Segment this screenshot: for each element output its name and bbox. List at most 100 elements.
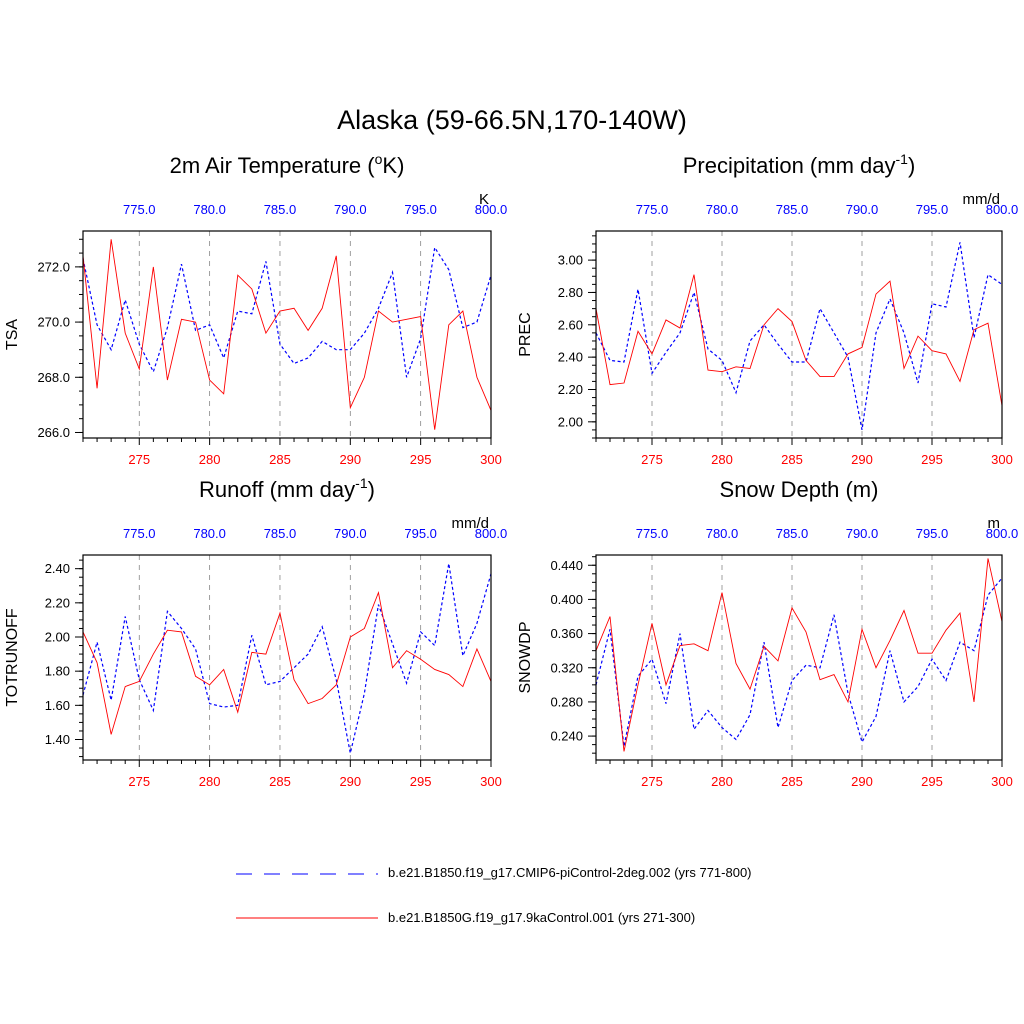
y-tick-label: 2.20 bbox=[558, 382, 583, 397]
x-tick-label-top: 790.0 bbox=[846, 202, 879, 217]
y-tick-label: 3.00 bbox=[558, 253, 583, 268]
panel-title-main: Snow Depth (m) bbox=[720, 477, 879, 502]
x-tick-label-top: 785.0 bbox=[264, 526, 297, 541]
x-tick-label-bottom: 295 bbox=[921, 774, 943, 789]
x-tick-label-bottom: 285 bbox=[781, 452, 803, 467]
y-tick-label: 0.440 bbox=[550, 558, 583, 573]
x-tick-label-bottom: 280 bbox=[711, 452, 733, 467]
x-tick-label-bottom: 300 bbox=[480, 774, 502, 789]
series-line-blue bbox=[82, 563, 492, 754]
x-tick-label-bottom: 290 bbox=[339, 774, 361, 789]
panel-title-prec: Precipitation (mm day-1) bbox=[683, 151, 916, 178]
y-tick-label: 2.60 bbox=[558, 317, 583, 332]
figure-title: Alaska (59-66.5N,170-140W) bbox=[337, 105, 687, 135]
x-tick-label-top: 800.0 bbox=[475, 526, 508, 541]
panel-snowdp: Snow Depth (m) m 0.240 0.280 0.320 0.360 0.400… bbox=[517, 477, 1018, 789]
x-tick-label-bottom: 290 bbox=[339, 452, 361, 467]
x-tick-label-top: 790.0 bbox=[334, 202, 367, 217]
panel-title-tsa: 2m Air Temperature (oK) bbox=[170, 151, 405, 178]
panel-title-sup: -1 bbox=[895, 151, 908, 167]
legend-label-blue: b.e21.B1850.f19_g17.CMIP6-piControl-2deg… bbox=[388, 865, 752, 880]
units-label-snowdp: m bbox=[988, 515, 1001, 532]
x-tick-label-top: 800.0 bbox=[986, 526, 1019, 541]
x-tick-label-top: 795.0 bbox=[404, 526, 437, 541]
x-tick-label-bottom: 300 bbox=[991, 774, 1013, 789]
y-tick-label: 2.40 bbox=[558, 350, 583, 365]
plot-frame bbox=[82, 554, 492, 761]
x-tick-label-top: 775.0 bbox=[123, 526, 156, 541]
series-line-red bbox=[595, 274, 1003, 406]
x-tick-label-bottom: 300 bbox=[991, 452, 1013, 467]
y-tick-label: 2.00 bbox=[558, 414, 583, 429]
panel-title-tail: K) bbox=[382, 153, 404, 178]
x-tick-label-bottom: 275 bbox=[128, 774, 150, 789]
plot-frame bbox=[595, 230, 1003, 439]
plot-frame bbox=[82, 230, 492, 439]
x-tick-label-bottom: 295 bbox=[410, 452, 432, 467]
panel-tsa: 2m Air Temperature (oK) K 266.0 268.0 270.0 2… bbox=[4, 151, 507, 467]
x-tick-label-bottom: 295 bbox=[410, 774, 432, 789]
x-tick-label-top: 800.0 bbox=[475, 202, 508, 217]
legend-label-red: b.e21.B1850G.f19_g17.9kaControl.001 (yrs… bbox=[388, 910, 695, 925]
panel-title-runoff: Runoff (mm day-1) bbox=[199, 475, 375, 502]
y-tick-label: 2.80 bbox=[558, 285, 583, 300]
y-tick-label: 0.280 bbox=[550, 694, 583, 709]
y-tick-label: 2.00 bbox=[45, 630, 70, 645]
x-tick-label-bottom: 285 bbox=[269, 452, 291, 467]
y-tick-label: 0.360 bbox=[550, 626, 583, 641]
plot-frame bbox=[595, 554, 1003, 761]
y-axis-label-runoff: TOTRUNOFF bbox=[4, 608, 21, 707]
x-tick-label-top: 790.0 bbox=[334, 526, 367, 541]
y-tick-label: 0.240 bbox=[550, 729, 583, 744]
y-tick-label: 2.20 bbox=[45, 595, 70, 610]
units-label-runoff: mm/d bbox=[452, 515, 490, 532]
legend: b.e21.B1850.f19_g17.CMIP6-piControl-2deg… bbox=[236, 865, 752, 925]
y-tick-label: 268.0 bbox=[37, 370, 70, 385]
x-tick-label-bottom: 295 bbox=[921, 452, 943, 467]
x-tick-label-bottom: 285 bbox=[781, 774, 803, 789]
y-axis-label-tsa: TSA bbox=[4, 319, 21, 350]
x-tick-label-bottom: 300 bbox=[480, 452, 502, 467]
x-tick-label-bottom: 285 bbox=[269, 774, 291, 789]
x-tick-label-top: 790.0 bbox=[846, 526, 879, 541]
y-axis-label-prec: PREC bbox=[517, 312, 534, 356]
y-tick-label: 1.40 bbox=[45, 732, 70, 747]
y-tick-label: 266.0 bbox=[37, 425, 70, 440]
x-tick-label-bottom: 280 bbox=[711, 774, 733, 789]
panel-title-main: Runoff (mm day bbox=[199, 477, 355, 502]
panel-title-snowdp: Snow Depth (m) bbox=[720, 477, 879, 502]
y-tick-label: 272.0 bbox=[37, 259, 70, 274]
x-tick-label-top: 785.0 bbox=[776, 202, 809, 217]
units-label-tsa: K bbox=[479, 191, 489, 208]
x-tick-label-bottom: 280 bbox=[199, 452, 221, 467]
x-tick-label-bottom: 290 bbox=[851, 774, 873, 789]
x-tick-label-top: 780.0 bbox=[193, 202, 226, 217]
panel-title-tail: ) bbox=[908, 153, 915, 178]
series-line-red bbox=[82, 590, 492, 735]
x-tick-label-top: 795.0 bbox=[916, 202, 949, 217]
x-tick-label-top: 775.0 bbox=[636, 202, 669, 217]
x-tick-label-top: 795.0 bbox=[916, 526, 949, 541]
x-tick-label-bottom: 280 bbox=[199, 774, 221, 789]
panel-runoff: Runoff (mm day-1) mm/d 1.40 1.60 1.80 2.00 2.2… bbox=[4, 475, 507, 789]
y-tick-label: 1.60 bbox=[45, 698, 70, 713]
x-tick-label-top: 785.0 bbox=[264, 202, 297, 217]
x-tick-label-top: 780.0 bbox=[706, 202, 739, 217]
x-tick-label-bottom: 275 bbox=[641, 452, 663, 467]
panel-title-tail: ) bbox=[368, 477, 375, 502]
panel-title-sup: -1 bbox=[355, 475, 368, 491]
x-tick-label-bottom: 275 bbox=[641, 774, 663, 789]
panel-prec: Precipitation (mm day-1) mm/d 2.00 2.20 2.40… bbox=[517, 151, 1018, 467]
x-tick-label-top: 785.0 bbox=[776, 526, 809, 541]
x-tick-label-top: 795.0 bbox=[404, 202, 437, 217]
series-line-blue bbox=[595, 242, 1003, 431]
y-tick-label: 270.0 bbox=[37, 315, 70, 330]
x-tick-label-bottom: 275 bbox=[128, 452, 150, 467]
x-tick-label-top: 775.0 bbox=[636, 526, 669, 541]
x-tick-label-top: 780.0 bbox=[706, 526, 739, 541]
x-tick-label-top: 780.0 bbox=[193, 526, 226, 541]
y-tick-label: 2.40 bbox=[45, 561, 70, 576]
y-axis-label-snowdp: SNOWDP bbox=[517, 622, 534, 694]
x-tick-label-bottom: 290 bbox=[851, 452, 873, 467]
